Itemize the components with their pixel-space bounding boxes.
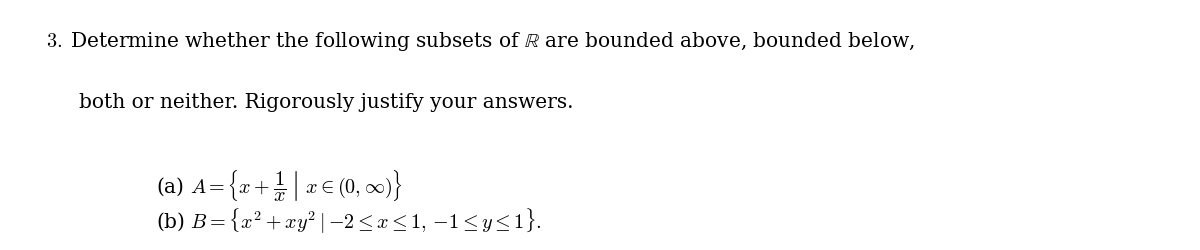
Text: (b) $B = \{x^2 + xy^2 \mid {-2} \leq x \leq 1,\, {-1} \leq y \leq 1\}.$: (b) $B = \{x^2 + xy^2 \mid {-2} \leq x \… bbox=[156, 206, 541, 235]
Text: $3.\;$Determine whether the following subsets of $\mathbb{R}$ are bounded above,: $3.\;$Determine whether the following su… bbox=[46, 30, 914, 53]
Text: (a) $A = \left\{x + \dfrac{1}{x}\;\middle|\; x \in (0, \infty)\right\}$: (a) $A = \left\{x + \dfrac{1}{x}\;\middl… bbox=[156, 168, 403, 202]
Text: both or neither. Rigorously justify your answers.: both or neither. Rigorously justify your… bbox=[79, 92, 574, 112]
